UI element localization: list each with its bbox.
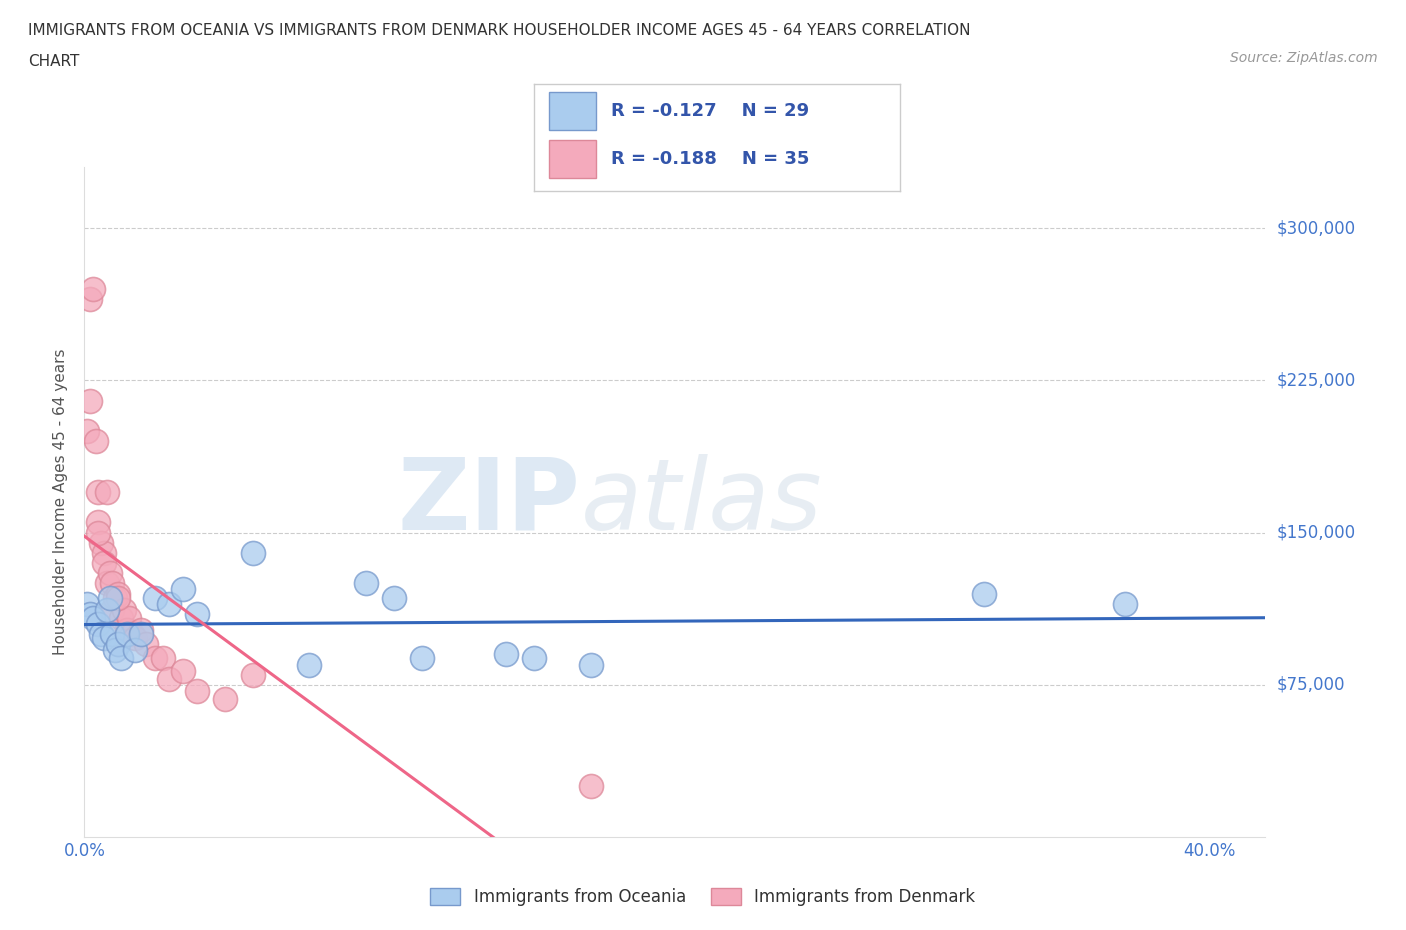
Point bbox=[115, 622, 138, 637]
Point bbox=[93, 555, 115, 570]
Text: $300,000: $300,000 bbox=[1277, 219, 1355, 237]
Point bbox=[90, 627, 112, 642]
Text: IMMIGRANTS FROM OCEANIA VS IMMIGRANTS FROM DENMARK HOUSEHOLDER INCOME AGES 45 - : IMMIGRANTS FROM OCEANIA VS IMMIGRANTS FR… bbox=[28, 23, 970, 38]
Text: $225,000: $225,000 bbox=[1277, 371, 1355, 390]
Point bbox=[79, 393, 101, 408]
Point bbox=[93, 631, 115, 645]
Point bbox=[523, 651, 546, 666]
Text: R = -0.188    N = 35: R = -0.188 N = 35 bbox=[612, 150, 810, 168]
Point bbox=[90, 536, 112, 551]
Point bbox=[129, 627, 152, 642]
Point bbox=[112, 603, 135, 618]
Point bbox=[104, 643, 127, 658]
Point bbox=[79, 606, 101, 621]
Point bbox=[107, 591, 129, 605]
Point bbox=[101, 627, 124, 642]
Bar bbox=[548, 140, 596, 178]
Point bbox=[135, 637, 157, 652]
Point bbox=[82, 282, 104, 297]
Point bbox=[118, 610, 141, 625]
Point bbox=[87, 525, 110, 540]
Point bbox=[107, 586, 129, 601]
Point bbox=[79, 292, 101, 307]
Point bbox=[121, 627, 143, 642]
Point bbox=[157, 671, 180, 686]
Point bbox=[101, 576, 124, 591]
Point bbox=[98, 591, 121, 605]
Text: R = -0.127    N = 29: R = -0.127 N = 29 bbox=[612, 102, 810, 120]
Point bbox=[579, 778, 602, 793]
Point bbox=[214, 692, 236, 707]
Point bbox=[411, 651, 433, 666]
Text: ZIP: ZIP bbox=[398, 454, 581, 551]
Point bbox=[242, 546, 264, 561]
Point bbox=[124, 643, 146, 658]
Point bbox=[87, 485, 110, 499]
Point bbox=[157, 596, 180, 611]
Text: $75,000: $75,000 bbox=[1277, 676, 1346, 694]
Text: Source: ZipAtlas.com: Source: ZipAtlas.com bbox=[1230, 51, 1378, 65]
Point bbox=[110, 610, 132, 625]
Point bbox=[98, 565, 121, 580]
Text: $150,000: $150,000 bbox=[1277, 524, 1355, 541]
Text: atlas: atlas bbox=[581, 454, 823, 551]
Point bbox=[107, 637, 129, 652]
Point bbox=[101, 603, 124, 618]
Point bbox=[96, 603, 118, 618]
Point bbox=[973, 586, 995, 601]
Point bbox=[579, 658, 602, 672]
Point bbox=[298, 658, 321, 672]
Point bbox=[96, 576, 118, 591]
Point bbox=[186, 684, 208, 698]
Point bbox=[143, 651, 166, 666]
Point bbox=[143, 591, 166, 605]
Point bbox=[354, 576, 377, 591]
Point bbox=[152, 651, 174, 666]
Bar bbox=[548, 92, 596, 129]
Point bbox=[129, 622, 152, 637]
Point bbox=[93, 546, 115, 561]
Legend: Immigrants from Oceania, Immigrants from Denmark: Immigrants from Oceania, Immigrants from… bbox=[423, 881, 983, 912]
Point bbox=[495, 647, 517, 662]
Point bbox=[124, 631, 146, 645]
Point bbox=[172, 582, 194, 597]
Point bbox=[87, 617, 110, 631]
Point bbox=[104, 591, 127, 605]
Point bbox=[76, 424, 98, 439]
Point bbox=[76, 596, 98, 611]
Point bbox=[172, 663, 194, 678]
Point bbox=[382, 591, 405, 605]
Point bbox=[115, 627, 138, 642]
Point bbox=[1114, 596, 1136, 611]
Point bbox=[87, 515, 110, 530]
Point bbox=[84, 434, 107, 449]
Point bbox=[82, 610, 104, 625]
Point bbox=[242, 667, 264, 682]
Point bbox=[110, 651, 132, 666]
Text: CHART: CHART bbox=[28, 54, 80, 69]
Point bbox=[186, 606, 208, 621]
Y-axis label: Householder Income Ages 45 - 64 years: Householder Income Ages 45 - 64 years bbox=[53, 349, 69, 656]
Point bbox=[96, 485, 118, 499]
